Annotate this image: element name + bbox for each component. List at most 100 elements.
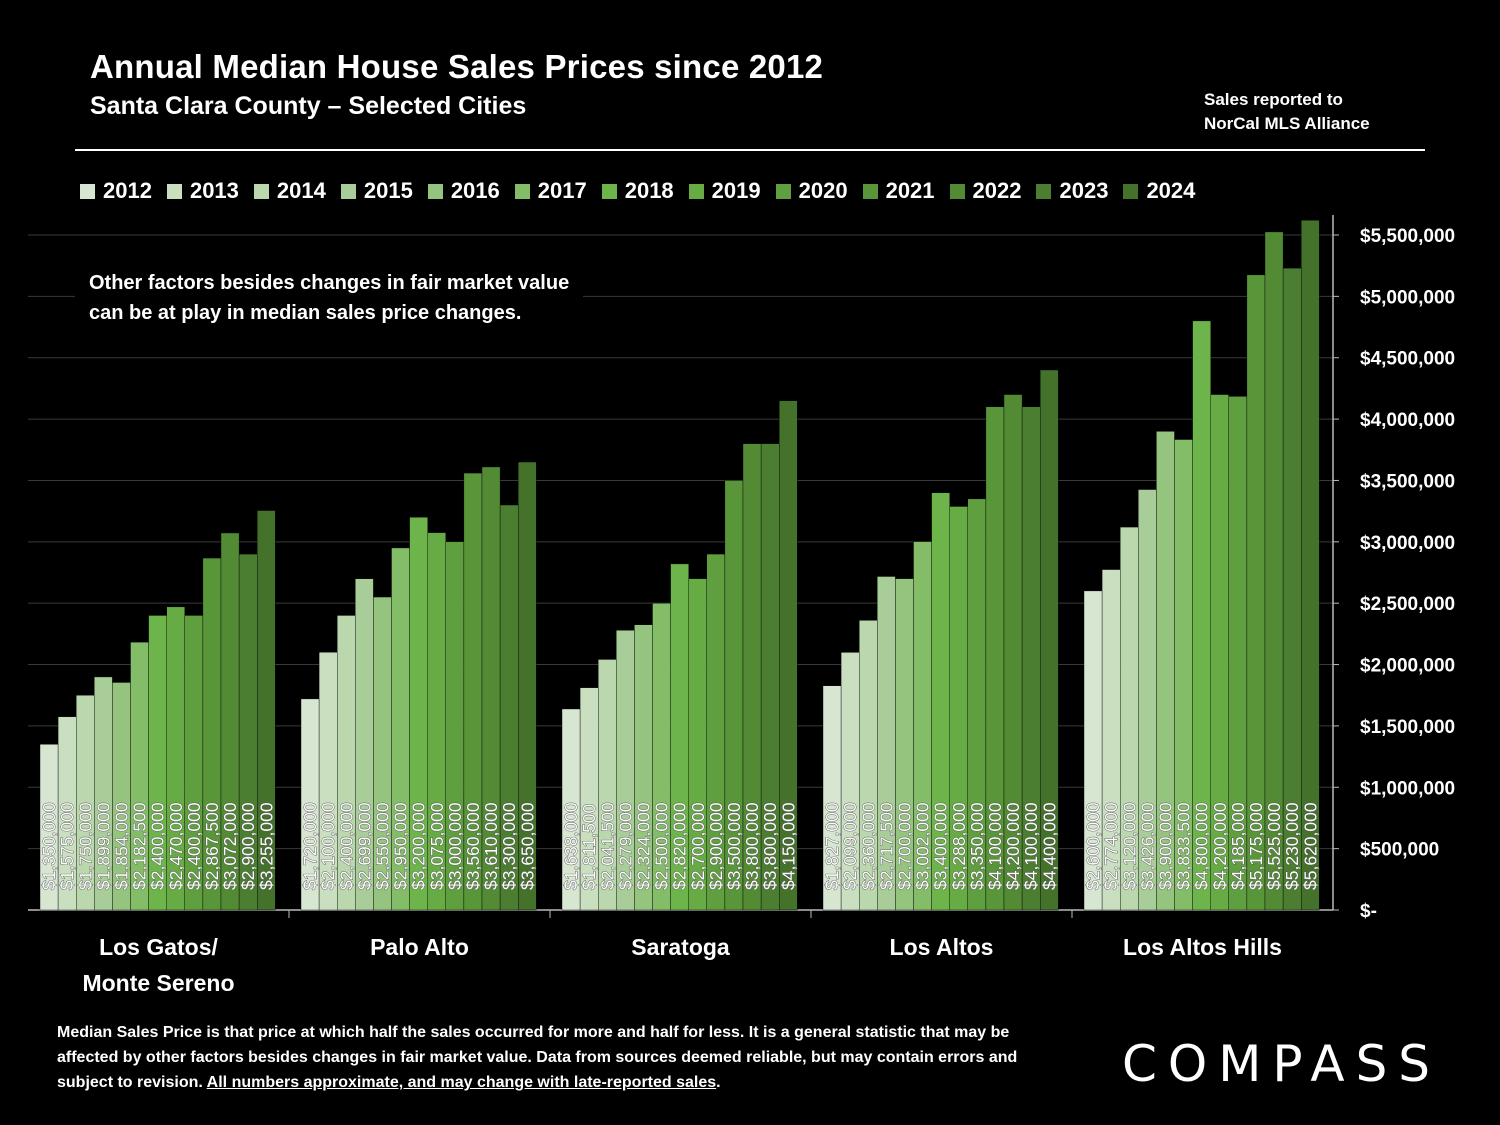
legend-label: 2018	[624, 178, 674, 203]
legend-item-2019: 2019	[688, 178, 761, 204]
data-label: $2,360,000	[858, 802, 878, 890]
data-label: $3,000,000	[445, 802, 465, 890]
x-category-label: Palo Alto	[370, 934, 469, 960]
page-subtitle: Santa Clara County – Selected Cities	[90, 92, 527, 120]
data-label: $2,470,000	[166, 802, 186, 890]
data-label: $1,750,000	[75, 802, 95, 890]
legend-swatch	[340, 183, 356, 199]
y-tick-label: $4,500,000	[1360, 349, 1455, 370]
legend-label: 2021	[885, 178, 935, 203]
data-label: $2,400,000	[336, 802, 356, 890]
data-label: $2,279,000	[615, 802, 635, 890]
data-label: $1,575,000	[57, 802, 77, 890]
data-label: $2,600,000	[1083, 802, 1103, 890]
data-label: $3,200,000	[409, 802, 429, 890]
legend-swatch	[253, 183, 269, 199]
footnote-end: .	[716, 1074, 721, 1091]
legend-item-2014: 2014	[253, 178, 326, 204]
data-label: $5,620,000	[1300, 802, 1320, 890]
x-category-label: Los Altos Hills	[1123, 934, 1282, 960]
data-label: $3,288,000	[949, 802, 969, 890]
legend-swatch	[862, 183, 878, 199]
chart-legend: 2012 2013 2014 2015 2016 2017 2018 2019 2020 2021…	[80, 176, 1210, 206]
data-label: $3,833,500	[1174, 802, 1194, 890]
data-label: $2,500,000	[652, 802, 672, 890]
y-tick-label: $3,000,000	[1360, 533, 1455, 554]
data-label: $4,185,000	[1228, 802, 1248, 890]
data-label: $2,400,000	[184, 802, 204, 890]
data-label: $1,827,000	[822, 802, 842, 890]
data-label: $4,150,000	[778, 802, 798, 890]
y-tick-label: $5,000,000	[1360, 287, 1455, 308]
legend-swatch	[427, 183, 443, 199]
data-label: $3,075,000	[427, 802, 447, 890]
data-label: $1,811,500	[579, 803, 599, 890]
footnote-text: Median Sales Price is that price at whic…	[57, 1024, 1018, 1091]
bar-2024	[779, 400, 798, 911]
x-category-label: Los Altos	[890, 934, 994, 960]
note-line-1: Other factors besides changes in fair ma…	[89, 272, 570, 294]
data-label: $3,800,000	[760, 802, 780, 890]
data-label: $3,500,000	[724, 802, 744, 890]
data-label: $2,041,500	[597, 802, 617, 890]
data-label: $2,099,000	[840, 802, 860, 890]
data-label: $2,550,000	[372, 802, 392, 890]
legend-item-2012: 2012	[80, 178, 152, 204]
data-label: $3,610,000	[481, 802, 501, 890]
data-label: $3,072,000	[220, 802, 240, 890]
footnote-underlined: All numbers approximate, and may change …	[206, 1074, 717, 1091]
data-label: $1,720,000	[300, 802, 320, 890]
data-label: $1,638,000	[561, 802, 581, 890]
legend-item-2015: 2015	[340, 178, 413, 204]
data-label: $5,525,000	[1264, 802, 1284, 890]
y-tick-label: $3,500,000	[1360, 471, 1455, 492]
data-label: $2,182,500	[130, 802, 150, 890]
y-tick-label: $2,500,000	[1360, 594, 1455, 615]
data-label: $2,900,000	[238, 802, 258, 890]
data-label: $2,699,000	[354, 802, 374, 890]
legend-item-2013: 2013	[166, 178, 239, 204]
legend-label: 2016	[450, 178, 500, 203]
data-label: $2,717,500	[876, 802, 896, 890]
x-category-label: Monte Sereno	[82, 970, 234, 996]
legend-swatch	[949, 183, 965, 199]
legend-swatch	[1123, 183, 1139, 199]
source-note: Sales reported to NorCal MLS Alliance	[1204, 88, 1370, 136]
legend-label: 2020	[798, 178, 848, 203]
data-label: $1,854,000	[111, 802, 131, 890]
data-label: $4,200,000	[1210, 802, 1230, 890]
legend-swatch	[1036, 183, 1052, 199]
compass-logo: COMPASS	[1122, 1035, 1442, 1093]
data-label: $3,800,000	[742, 802, 762, 890]
data-label: $2,950,000	[391, 802, 411, 890]
note-line-2: can be at play in median sales price cha…	[89, 302, 522, 324]
legend-swatch	[166, 183, 182, 199]
legend-label: 2019	[711, 178, 761, 203]
data-label: $3,002,000	[913, 802, 933, 890]
data-label: $3,350,000	[967, 802, 987, 890]
legend-label: 2014	[276, 178, 326, 203]
bar-2024	[257, 510, 276, 911]
title-divider	[75, 149, 1425, 151]
data-label: $2,867,500	[202, 802, 222, 890]
data-label: $3,426,000	[1137, 802, 1157, 890]
data-label: $2,100,000	[318, 802, 338, 890]
legend-item-2021: 2021	[862, 178, 935, 204]
y-tick-label: $4,000,000	[1360, 410, 1455, 431]
legend-label: 2023	[1059, 178, 1109, 203]
legend-item-2024: 2024	[1123, 178, 1195, 204]
legend-item-2022: 2022	[949, 178, 1021, 204]
bar-2024	[518, 461, 537, 911]
data-label: $3,560,000	[463, 802, 483, 890]
annotation-note: Other factors besides changes in fair ma…	[75, 264, 584, 332]
data-label: $4,100,000	[985, 802, 1005, 890]
bar-2024	[1039, 369, 1059, 911]
bar-2024	[1300, 220, 1320, 911]
data-label: $1,899,000	[93, 802, 113, 890]
data-label: $4,100,000	[1021, 802, 1041, 890]
data-label: $2,324,000	[633, 802, 653, 890]
legend-label: 2017	[537, 178, 587, 203]
source-line-1: Sales reported to	[1204, 90, 1343, 109]
legend-item-2023: 2023	[1036, 178, 1108, 204]
legend-label: 2024	[1146, 178, 1196, 203]
